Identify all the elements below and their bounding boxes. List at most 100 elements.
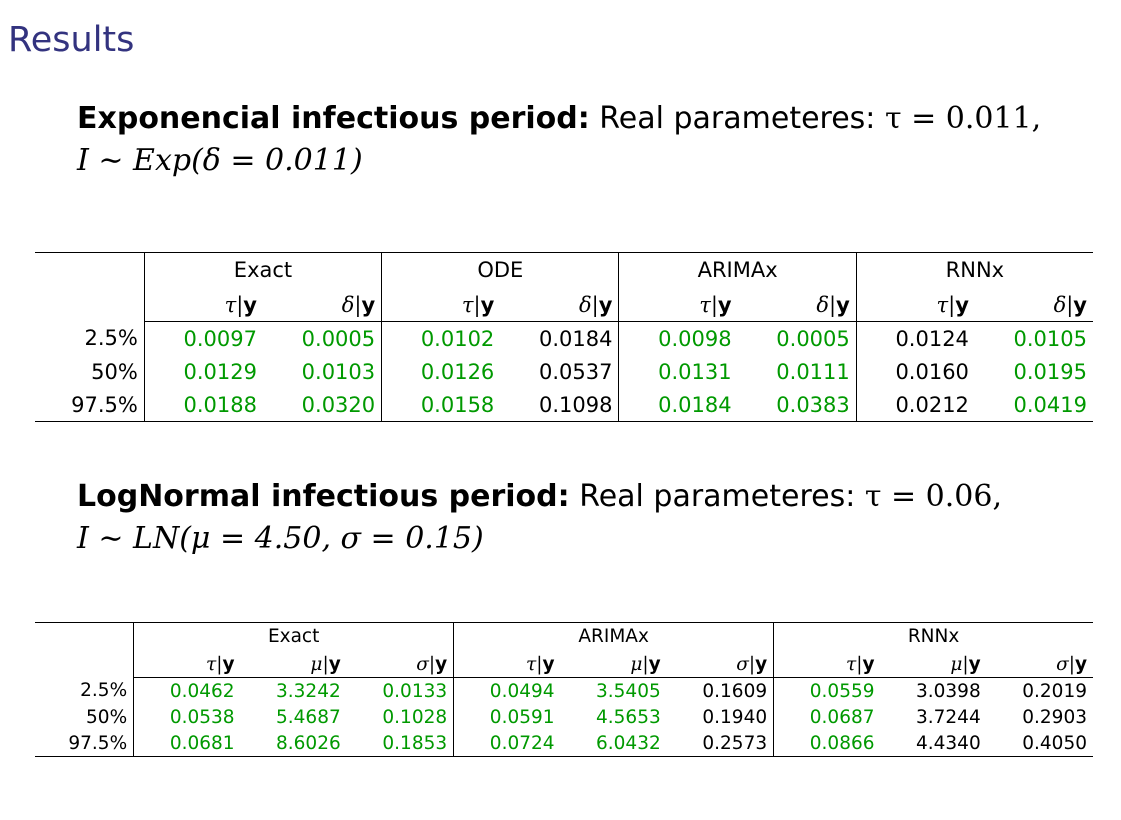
table-cell: 0.0419 [974,388,1093,422]
table-cell: 0.0195 [1013,359,1087,384]
lognormal-results-table: Exact ARIMAx RNNx τ|y μ|y σ|y τ|y μ|y σ|y τ|y μ… [35,622,1093,757]
table-cell: 8.6026 [240,730,347,757]
table-cell: 0.0160 [895,359,969,384]
section2-heading: LogNormal infectious period: [77,479,570,514]
table-row: 2.5% 0.0462 3.3242 0.0133 0.0494 3.5405 0.1609… [35,677,1093,704]
table-cell: 0.0005 [737,321,857,355]
table1-group-rnnx: RNNx [856,252,1093,288]
exp-results-table: Exact ODE ARIMAx RNNx τ|y δ|y τ|y δ|y τ|y δ|y… [35,252,1093,422]
table-cell: 4.4340 [880,730,987,757]
table-row: 97.5% 0.0188 0.0320 0.0158 0.1098 0.0184 0.038… [35,388,1093,422]
table2-subheader: τ|y [453,651,561,678]
table-cell: 6.0432 [560,730,667,757]
table-row: 2.5% 0.0097 0.0005 0.0102 0.0184 0.0098 0.0005… [35,321,1093,355]
table-cell: 0.4050 [986,730,1093,757]
table-cell: 3.7244 [915,706,981,728]
table-cell: 5.4687 [276,706,341,728]
table-cell: 0.0681 [133,730,241,757]
table-cell: 0.0724 [453,730,561,757]
table-cell: 0.0537 [500,355,620,388]
table-cell: 0.0126 [420,359,495,384]
table2-sub-header: τ|y μ|y σ|y τ|y μ|y σ|y τ|y μ|y σ|y [35,651,1093,678]
table1-subheader: τ|y [618,288,738,322]
table2-subheader: σ|y [666,651,775,678]
table1-subheader: τ|y [856,288,975,322]
table-cell: 0.0124 [895,326,969,351]
row-label: 2.5% [35,321,145,355]
table1-sub-header: τ|y δ|y τ|y δ|y τ|y δ|y τ|y δ|y [35,288,1093,322]
table2-subheader: μ|y [560,651,667,678]
table-cell: 0.0111 [737,355,857,388]
table-cell: 0.0212 [856,388,975,422]
table-cell: 0.0098 [658,326,732,351]
table-cell: 0.0687 [809,706,875,728]
row-label: 50% [35,355,145,388]
section2-heading-block: LogNormal infectious period: Real parame… [77,476,1002,560]
table-row: 50% 0.0538 5.4687 0.1028 0.0591 4.5653 0.1940 0… [35,704,1093,730]
table1-subheader: δ|y [737,288,857,322]
table1-group-arimax: ARIMAx [618,252,857,288]
table-cell: 0.2019 [1022,680,1087,702]
table2-subheader: μ|y [880,651,987,678]
section1-tau: τ = 0.011, [884,101,1042,136]
table2-subheader: σ|y [986,651,1093,678]
table-cell: 3.3242 [276,680,341,702]
table-cell: 0.1853 [346,730,455,757]
table-cell: 0.0866 [773,730,881,757]
table2-group-exact: Exact [133,622,455,651]
table-cell: 0.1940 [666,704,775,730]
table1-subheader: τ|y [381,288,501,322]
table1-subheader: δ|y [974,288,1093,322]
section1-dist: I ∼ Exp(δ = 0.011) [77,143,363,178]
table2-group-arimax: ARIMAx [453,622,775,651]
table-cell: 4.5653 [596,706,661,728]
row-label: 97.5% [35,388,145,422]
section1-heading: Exponencial infectious period: [77,101,590,136]
table-cell: 0.0103 [262,355,383,388]
section1-text: Real parameteres: [599,101,876,136]
table-cell: 0.0591 [489,706,555,728]
table2-subheader: τ|y [773,651,881,678]
table1-subheader: δ|y [500,288,620,322]
table1-group-header: Exact ODE ARIMAx RNNx [35,252,1093,288]
table-cell: 0.0158 [381,388,501,422]
table-cell: 0.1098 [500,388,620,422]
table1-subheader: δ|y [262,288,383,322]
table-cell: 0.1609 [666,677,775,704]
table-row: 50% 0.0129 0.0103 0.0126 0.0537 0.0131 0.0111 0… [35,355,1093,388]
table1-group-ode: ODE [381,252,620,288]
table-cell: 0.1028 [346,704,455,730]
table-cell: 0.0188 [144,388,263,422]
table-cell: 0.0184 [500,321,620,355]
row-label: 50% [35,704,135,730]
table-cell: 0.0102 [420,326,495,351]
table-cell: 0.0105 [1013,326,1087,351]
table-cell: 0.0005 [262,321,383,355]
table2-group-rnnx: RNNx [773,622,1093,651]
table-cell: 0.2903 [1022,706,1087,728]
slide-title: Results [8,20,135,60]
table-cell: 0.0462 [169,680,235,702]
table2-group-header: Exact ARIMAx RNNx [35,622,1093,651]
row-label: 97.5% [35,730,135,757]
section1-heading-block: Exponencial infectious period: Real para… [77,98,1041,182]
table-cell: 0.0559 [809,680,875,702]
table-row: 97.5% 0.0681 8.6026 0.1853 0.0724 6.0432 0.257… [35,730,1093,757]
section2-text: Real parameteres: [579,479,856,514]
table2-subheader: σ|y [346,651,455,678]
table-cell: 0.0494 [489,680,555,702]
table-cell: 0.0184 [618,388,738,422]
table-cell: 0.0320 [262,388,383,422]
table2-subheader: τ|y [133,651,241,678]
section2-dist: I ∼ LN(μ = 4.50, σ = 0.15) [77,521,484,556]
table-cell: 0.0133 [346,677,455,704]
table-cell: 0.0129 [183,359,257,384]
table-cell: 3.0398 [915,680,981,702]
table-cell: 0.0538 [169,706,235,728]
table-cell: 0.2573 [666,730,775,757]
table-cell: 3.5405 [596,680,661,702]
table2-subheader: μ|y [240,651,347,678]
table1-group-exact: Exact [144,252,383,288]
table-cell: 0.0131 [658,359,732,384]
table-cell: 0.0383 [737,388,857,422]
